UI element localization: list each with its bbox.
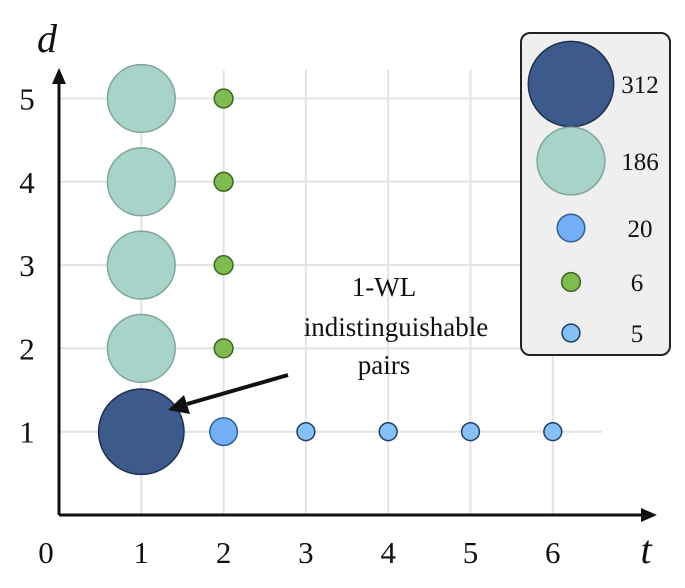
bubble-point [213,338,234,359]
bubble-point [460,422,481,442]
y-tick-label: 5 [19,82,35,117]
bubble-point [213,88,234,109]
legend-marker [560,271,582,293]
bubble-point [106,230,176,300]
annotation-text-line: indistinguishable [304,312,489,342]
bubble-point [106,147,176,217]
legend: 312 186 20 6 5 [520,32,671,356]
x-tick-label: 0 [38,535,54,570]
legend-marker [561,323,581,343]
y-tick-label: 4 [19,165,35,200]
annotation-arrow-shaft [186,373,289,406]
bubble-point [106,63,176,134]
bubble-point [543,422,563,442]
x-tick-label: 1 [134,535,150,570]
bubble-point [97,388,185,476]
legend-marker [536,126,606,196]
bubble-point [378,422,398,442]
axes [52,68,657,522]
x-tick-label: 2 [216,535,232,570]
bubble-point [106,313,176,384]
annotation-text-line: 1-WL [352,272,416,302]
x-axis-arrow [641,508,657,522]
bubbles [97,63,563,476]
legend-label: 186 [621,149,659,176]
legend-label: 20 [628,216,653,243]
annotation-arrow-head [168,395,190,414]
legend-marker [527,40,615,128]
y-tick-label: 3 [19,248,35,283]
annotation-text-line: pairs [358,350,410,380]
x-tick-label: 3 [298,535,314,570]
tick-labels: 0 1 2 3 4 5 6 1 2 3 4 5 [19,82,560,571]
legend-marker [556,213,586,243]
y-tick-label: 2 [19,331,35,366]
y-axis-title: d [37,16,58,61]
annotation: 1-WL indistinguishable pairs [168,272,488,414]
legend-label: 312 [621,72,659,99]
x-tick-label: 6 [545,535,561,570]
legend-label: 6 [631,270,644,297]
bubble-point [296,422,316,442]
y-axis-arrow [52,68,66,84]
bubble-point [213,171,234,192]
y-tick-label: 1 [19,415,35,450]
x-tick-label: 5 [463,535,479,570]
legend-label: 5 [631,321,644,348]
x-axis-title: t [640,527,652,572]
bubble-point [209,417,239,447]
x-tick-label: 4 [380,535,396,570]
bubble-point [213,254,234,276]
